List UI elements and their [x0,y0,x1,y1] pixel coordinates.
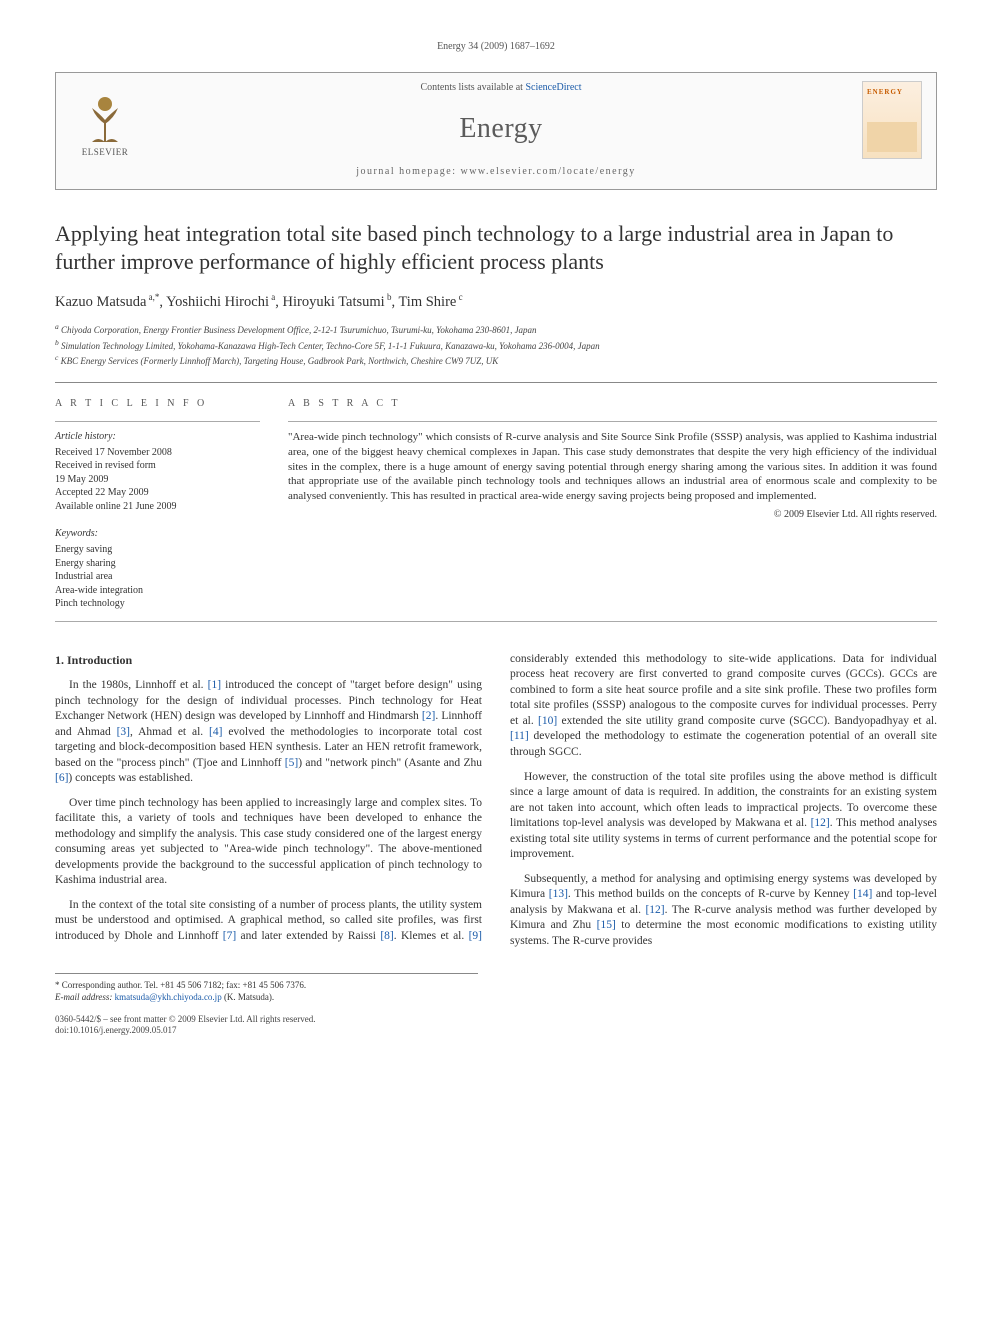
affiliation-item: a Chiyoda Corporation, Energy Frontier B… [55,322,937,337]
keyword-item: Energy saving [55,543,260,557]
reference-link[interactable]: [5] [285,757,298,769]
footer-publication-line: 0360-5442/$ – see front matter © 2009 El… [55,1014,478,1037]
body-paragraph: Over time pinch technology has been appl… [55,796,482,889]
email-note: E-mail address: kmatsuda@ykh.chiyoda.co.… [55,992,478,1004]
keyword-item: Energy sharing [55,557,260,571]
info-divider [55,421,260,422]
cover-title: ENERGY [867,88,903,98]
keywords-label: Keywords: [55,527,260,541]
abstract-copyright: © 2009 Elsevier Ltd. All rights reserved… [288,508,937,522]
reference-link[interactable]: [15] [597,919,616,931]
journal-header-center: Contents lists available at ScienceDirec… [154,81,848,158]
reference-link[interactable]: [3] [117,726,130,738]
body-paragraph: Subsequently, a method for analysing and… [510,872,937,950]
affiliation-item: b Simulation Technology Limited, Yokoham… [55,338,937,353]
body-paragraph: In the 1980s, Linnhoff et al. [1] introd… [55,678,482,787]
article-info-label: A R T I C L E I N F O [55,397,260,411]
abstract-column: A B S T R A C T "Area-wide pinch technol… [288,397,937,611]
article-title: Applying heat integration total site bas… [55,220,937,275]
body-text-columns: 1. Introduction In the 1980s, Linnhoff e… [55,652,937,949]
reference-link[interactable]: [13] [549,888,568,900]
email-suffix: (K. Matsuda). [222,992,275,1002]
email-link[interactable]: kmatsuda@ykh.chiyoda.co.jp [115,992,222,1002]
author-list: Kazuo Matsuda a,*, Yoshiichi Hirochi a, … [55,291,937,312]
footnotes-block: * Corresponding author. Tel. +81 45 506 … [55,973,478,1037]
publisher-logo: ELSEVIER [70,81,140,159]
journal-header-box: ELSEVIER Contents lists available at Sci… [55,72,937,190]
contents-prefix: Contents lists available at [420,82,525,93]
front-matter-line: 0360-5442/$ – see front matter © 2009 El… [55,1014,478,1026]
history-items: Received 17 November 2008Received in rev… [55,446,260,514]
cover-image-placeholder [867,122,917,152]
history-item: Available online 21 June 2009 [55,500,260,514]
affiliation-list: a Chiyoda Corporation, Energy Frontier B… [55,322,937,368]
body-paragraph: However, the construction of the total s… [510,770,937,863]
reference-link[interactable]: [7] [223,930,236,942]
journal-homepage-line: journal homepage: www.elsevier.com/locat… [56,159,936,189]
meta-abstract-row: A R T I C L E I N F O Article history: R… [55,397,937,611]
sciencedirect-link[interactable]: ScienceDirect [525,82,581,93]
keyword-item: Industrial area [55,570,260,584]
article-info-column: A R T I C L E I N F O Article history: R… [55,397,260,611]
journal-cover-thumbnail: ENERGY [862,81,922,159]
journal-name: Energy [154,109,848,148]
reference-link[interactable]: [12] [811,817,830,829]
affiliation-item: c KBC Energy Services (Formerly Linnhoff… [55,353,937,368]
corresponding-author-note: * Corresponding author. Tel. +81 45 506 … [55,980,478,992]
abstract-text: "Area-wide pinch technology" which consi… [288,430,937,504]
reference-link[interactable]: [11] [510,730,529,742]
divider-top [55,382,937,383]
email-label: E-mail address: [55,992,115,1002]
reference-link[interactable]: [6] [55,772,68,784]
elsevier-tree-icon [82,94,128,144]
divider-bottom [55,621,937,622]
history-item: Accepted 22 May 2009 [55,486,260,500]
keyword-item: Pinch technology [55,597,260,611]
reference-link[interactable]: [2] [422,710,435,722]
journal-header-top: ELSEVIER Contents lists available at Sci… [56,73,936,159]
reference-link[interactable]: [12] [645,904,664,916]
abstract-divider [288,421,937,422]
reference-link[interactable]: [1] [208,679,221,691]
abstract-label: A B S T R A C T [288,397,937,411]
page-root: Energy 34 (2009) 1687–1692 ELSEVIER Cont… [0,0,992,1077]
history-item: Received 17 November 2008 [55,446,260,460]
running-header: Energy 34 (2009) 1687–1692 [55,40,937,54]
history-item: 19 May 2009 [55,473,260,487]
publisher-logo-caption: ELSEVIER [82,146,129,159]
history-label: Article history: [55,430,260,444]
reference-link[interactable]: [4] [209,726,222,738]
doi-line: doi:10.1016/j.energy.2009.05.017 [55,1025,478,1037]
reference-link[interactable]: [8] [380,930,393,942]
keyword-items: Energy savingEnergy sharingIndustrial ar… [55,543,260,611]
section-1-heading: 1. Introduction [55,652,482,668]
contents-available-line: Contents lists available at ScienceDirec… [154,81,848,95]
homepage-url: www.elsevier.com/locate/energy [460,166,635,177]
reference-link[interactable]: [9] [469,930,482,942]
homepage-prefix: journal homepage: [356,166,460,177]
keyword-item: Area-wide integration [55,584,260,598]
reference-link[interactable]: [14] [853,888,872,900]
reference-link[interactable]: [10] [538,715,557,727]
history-item: Received in revised form [55,459,260,473]
